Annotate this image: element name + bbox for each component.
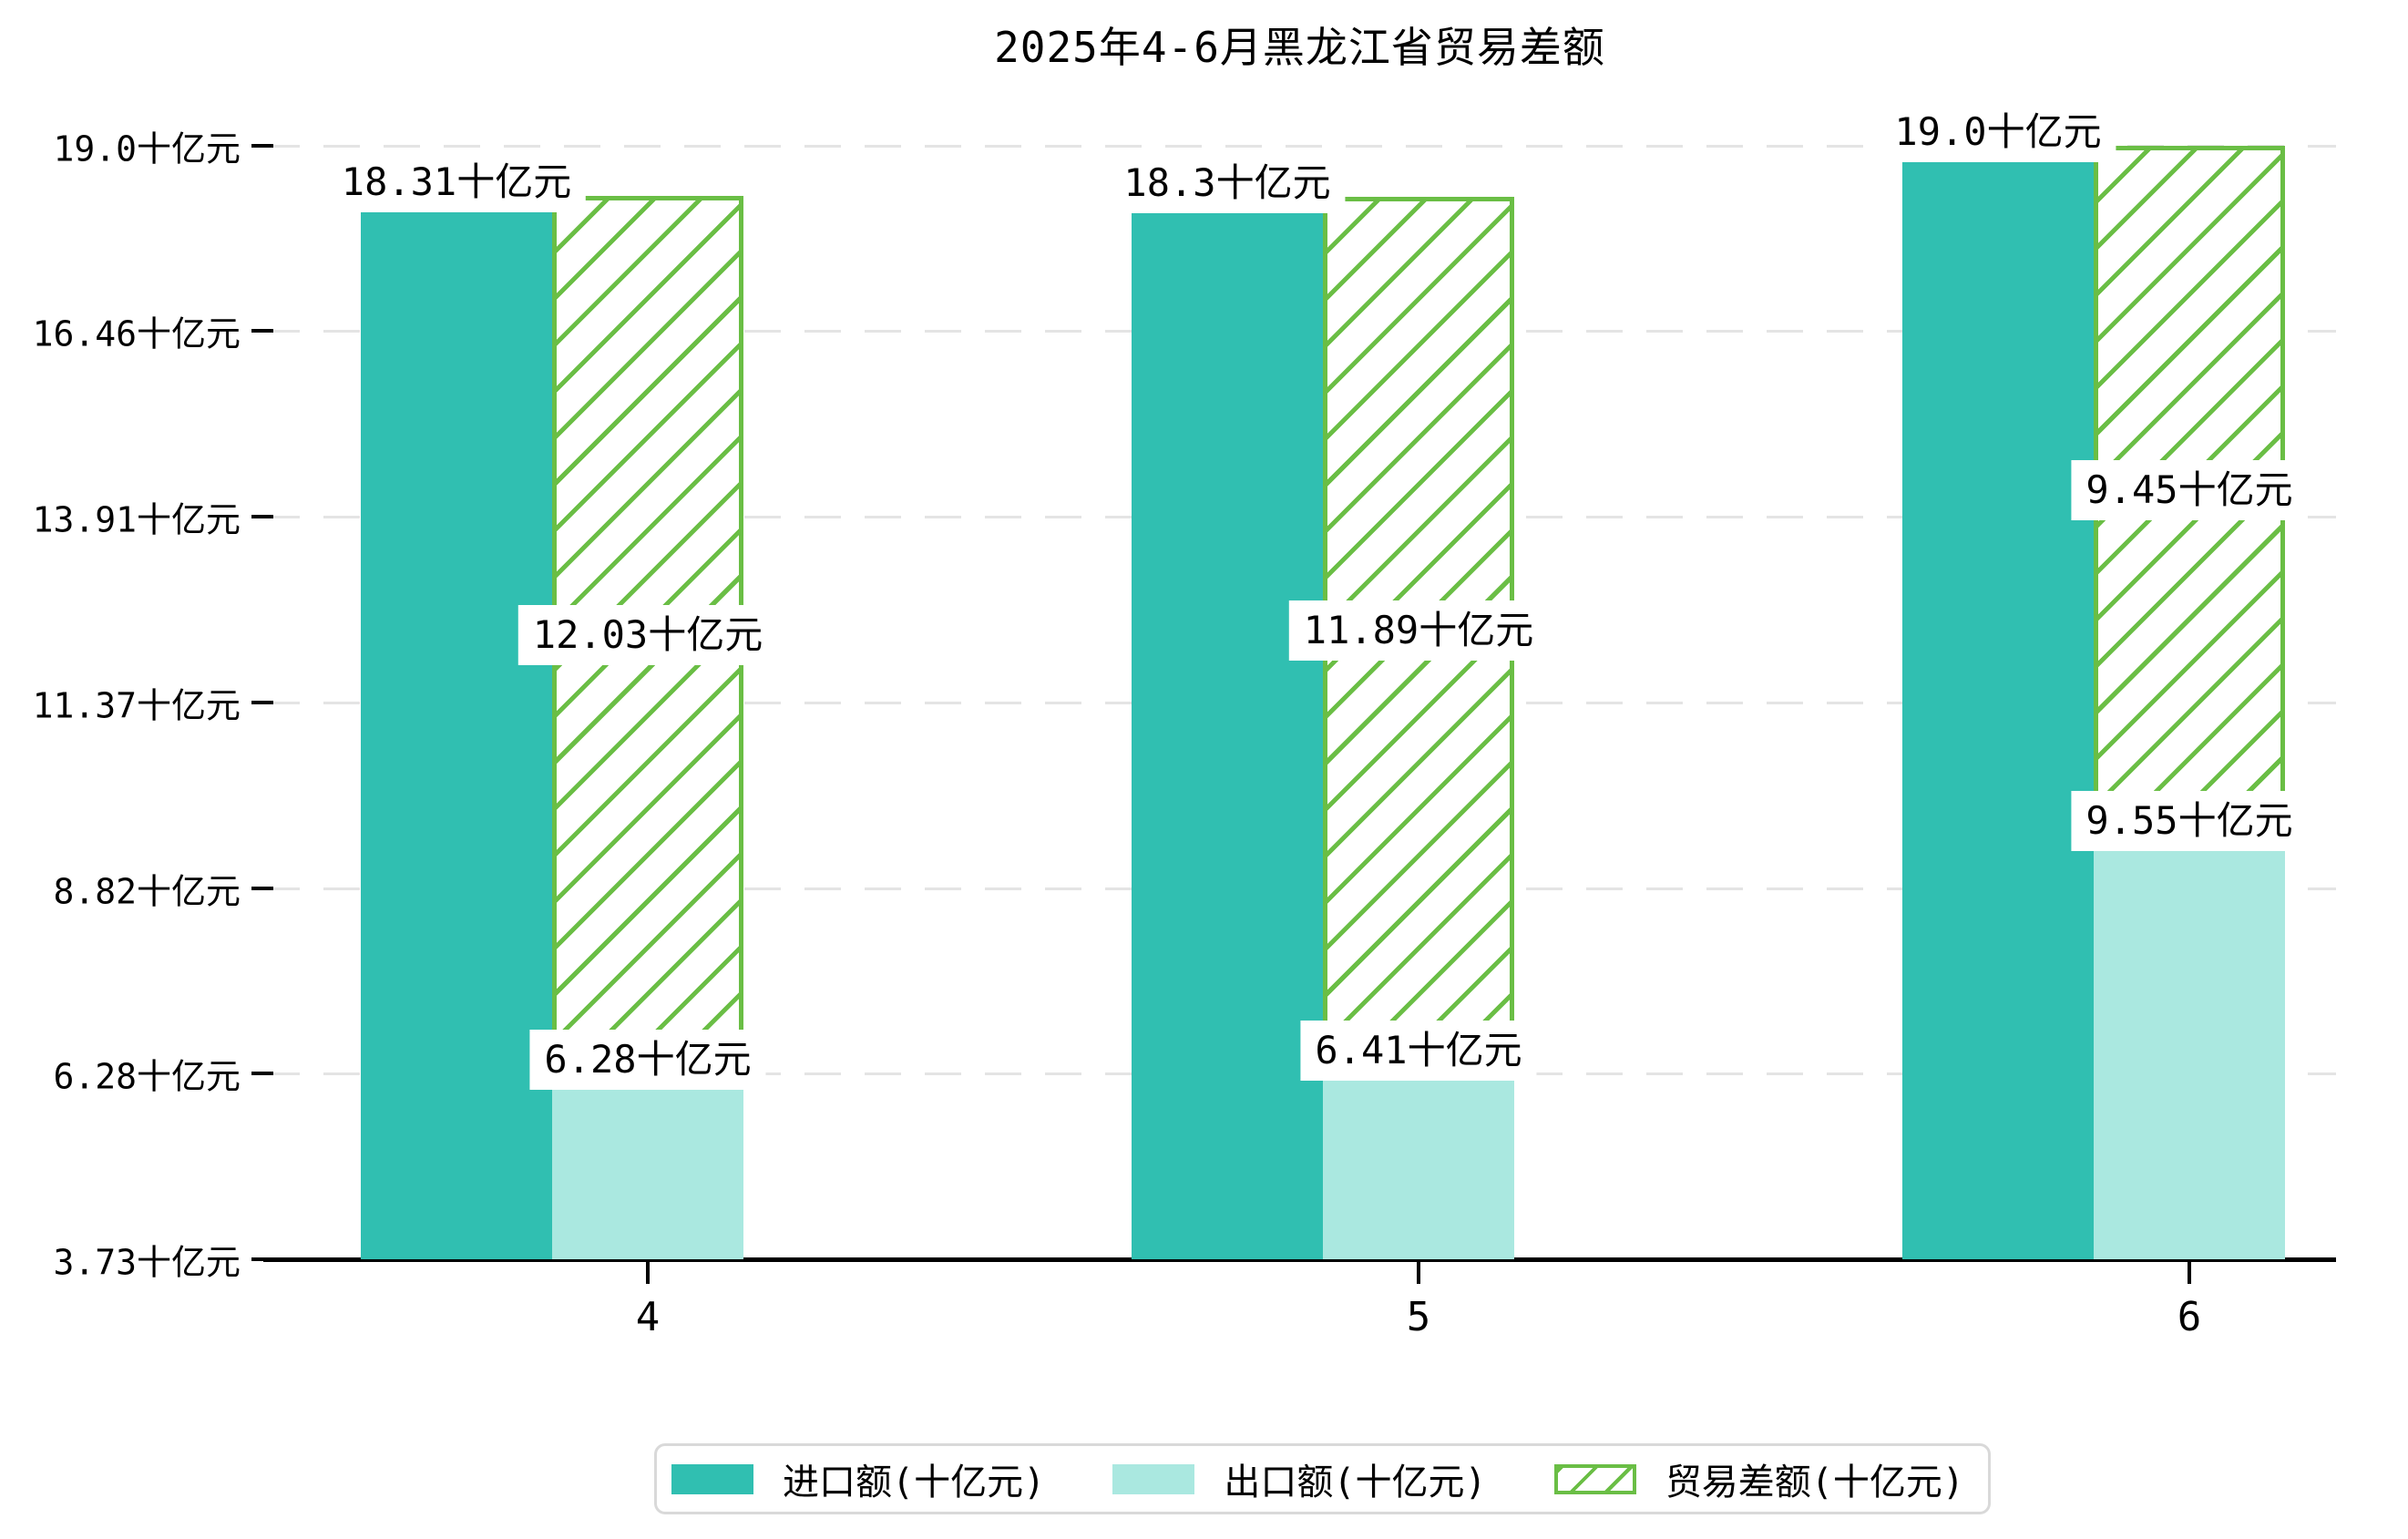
y-gridline: [263, 145, 2336, 148]
x-axis-label: 4: [635, 1294, 661, 1340]
x-axis-label: 5: [1406, 1294, 1431, 1340]
x-axis-label: 6: [2177, 1294, 2202, 1340]
legend: 进口额(十亿元) 出口额(十亿元) 贸易差额(十亿元): [654, 1443, 1991, 1514]
legend-swatch-trade-balance-hatched-icon: [1553, 1463, 1636, 1494]
label-trade-balance-month-5: 11.89十亿元: [1288, 600, 1549, 661]
legend-item-import: 进口额(十亿元): [671, 1452, 1045, 1505]
x-tick-mark: [2188, 1262, 2191, 1284]
y-axis-label: 11.37十亿元: [32, 685, 241, 726]
legend-label: 贸易差额(十亿元): [1665, 1462, 1964, 1503]
legend-item-export: 出口额(十亿元): [1112, 1452, 1487, 1505]
y-axis-label: 8.82十亿元: [53, 871, 241, 912]
label-export-month-4: 6.28十亿元: [529, 1029, 766, 1090]
legend-item-trade-balance: 贸易差额(十亿元): [1553, 1452, 1964, 1505]
bar-import-month-4: [361, 196, 552, 1259]
chart-title: 2025年4-6月黑龙江省贸易差额: [994, 23, 1605, 72]
y-axis-label: 13.91十亿元: [32, 499, 241, 540]
label-import-month-4: 18.31十亿元: [326, 152, 587, 213]
y-axis-label: 3.73十亿元: [53, 1242, 241, 1283]
legend-label: 进口额(十亿元): [783, 1462, 1046, 1503]
bar-export-month-5: [1323, 1063, 1514, 1259]
bar-import-month-5: [1132, 197, 1323, 1259]
label-trade-balance-month-4: 12.03十亿元: [517, 604, 778, 665]
label-trade-balance-month-6: 9.45十亿元: [2071, 460, 2308, 521]
label-import-month-6: 19.0十亿元: [1880, 102, 2116, 162]
label-export-month-5: 6.41十亿元: [1300, 1020, 1537, 1081]
bar-export-month-4: [552, 1072, 743, 1259]
legend-swatch-import-icon: [671, 1463, 753, 1494]
legend-label: 出口额(十亿元): [1224, 1462, 1487, 1503]
bar-import-month-6: [1902, 146, 2094, 1259]
label-export-month-6: 9.55十亿元: [2071, 791, 2308, 852]
y-tick-mark: [251, 144, 273, 148]
y-axis-label: 6.28十亿元: [53, 1056, 241, 1097]
label-import-month-5: 18.3十亿元: [1109, 153, 1346, 214]
y-tick-mark: [251, 886, 273, 890]
y-axis-label: 16.46十亿元: [32, 313, 241, 354]
legend-swatch-export-icon: [1112, 1463, 1195, 1494]
y-tick-mark: [251, 329, 273, 333]
x-axis-line: [263, 1257, 2336, 1262]
x-tick-mark: [1417, 1262, 1420, 1284]
y-tick-mark: [251, 515, 273, 519]
bar-export-month-6: [2094, 835, 2285, 1259]
y-tick-mark: [251, 1257, 273, 1261]
y-axis-label: 19.0十亿元: [53, 128, 241, 169]
y-tick-mark: [251, 700, 273, 704]
y-tick-mark: [251, 1071, 273, 1075]
x-tick-mark: [646, 1262, 650, 1284]
